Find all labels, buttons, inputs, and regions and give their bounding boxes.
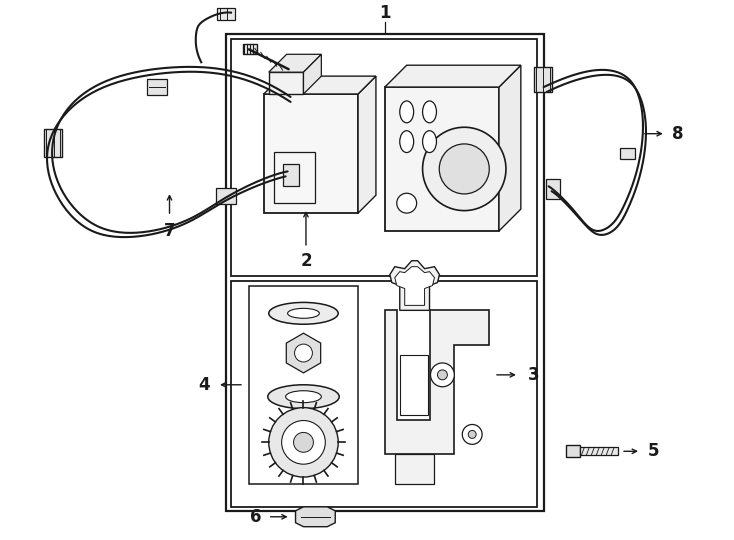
Text: 2: 2 [300, 252, 312, 269]
Text: 7: 7 [164, 222, 175, 240]
Polygon shape [264, 76, 376, 94]
Polygon shape [269, 55, 321, 72]
Polygon shape [395, 267, 435, 306]
Text: 4: 4 [198, 376, 210, 394]
Circle shape [431, 363, 454, 387]
Text: 8: 8 [672, 125, 683, 143]
Bar [243, 44, 257, 55]
Ellipse shape [288, 308, 319, 318]
Circle shape [294, 433, 313, 453]
Bar [249, 286, 358, 484]
Ellipse shape [286, 391, 321, 403]
Bar [217, 8, 235, 19]
Circle shape [462, 424, 482, 444]
Text: 3: 3 [528, 366, 539, 384]
Bar [45, 129, 62, 157]
Circle shape [294, 344, 313, 362]
Circle shape [423, 127, 506, 211]
Polygon shape [499, 65, 521, 231]
Polygon shape [385, 310, 489, 454]
Text: 1: 1 [379, 4, 390, 22]
Polygon shape [385, 65, 521, 87]
Bar [231, 39, 537, 275]
Text: 5: 5 [648, 442, 660, 460]
Ellipse shape [423, 131, 437, 152]
Bar [231, 281, 537, 507]
Bar [385, 87, 499, 231]
Ellipse shape [268, 385, 339, 409]
Polygon shape [390, 261, 440, 310]
Bar [264, 94, 358, 213]
Polygon shape [358, 76, 376, 213]
Polygon shape [269, 72, 303, 94]
Bar [567, 446, 581, 457]
Bar [216, 188, 236, 204]
Ellipse shape [400, 101, 414, 123]
Bar [620, 147, 635, 159]
Circle shape [397, 193, 417, 213]
Bar [147, 79, 167, 95]
Polygon shape [395, 454, 435, 484]
Circle shape [468, 430, 476, 438]
Bar [226, 35, 544, 511]
Bar [534, 67, 551, 92]
Text: 6: 6 [250, 508, 261, 526]
Bar [545, 179, 559, 199]
Bar [283, 165, 299, 186]
Polygon shape [296, 507, 335, 526]
Bar [400, 355, 427, 415]
Circle shape [439, 144, 490, 194]
Ellipse shape [400, 131, 414, 152]
Ellipse shape [269, 302, 338, 324]
Bar [274, 152, 316, 203]
Circle shape [437, 370, 448, 380]
Circle shape [282, 421, 325, 464]
Ellipse shape [423, 101, 437, 123]
Bar [581, 447, 618, 455]
Circle shape [269, 408, 338, 477]
Polygon shape [303, 55, 321, 94]
